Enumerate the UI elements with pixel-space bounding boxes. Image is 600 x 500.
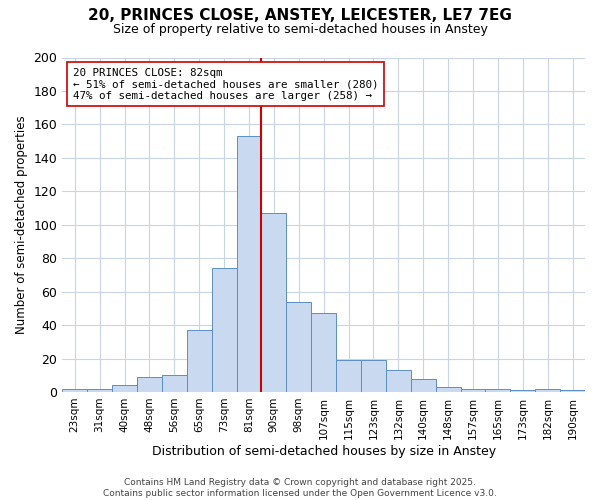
Bar [112, 386, 137, 392]
Bar [286, 302, 311, 392]
Bar [560, 390, 585, 392]
Bar [87, 388, 112, 392]
Bar [336, 360, 361, 392]
Bar [411, 378, 436, 392]
Bar [535, 388, 560, 392]
Bar [511, 390, 535, 392]
Bar [62, 388, 87, 392]
Bar [485, 388, 511, 392]
Text: 20 PRINCES CLOSE: 82sqm
← 51% of semi-detached houses are smaller (280)
47% of s: 20 PRINCES CLOSE: 82sqm ← 51% of semi-de… [73, 68, 378, 100]
Text: Size of property relative to semi-detached houses in Anstey: Size of property relative to semi-detach… [113, 22, 487, 36]
Text: Contains HM Land Registry data © Crown copyright and database right 2025.
Contai: Contains HM Land Registry data © Crown c… [103, 478, 497, 498]
Bar [361, 360, 386, 392]
Bar [162, 375, 187, 392]
X-axis label: Distribution of semi-detached houses by size in Anstey: Distribution of semi-detached houses by … [152, 444, 496, 458]
Bar [311, 314, 336, 392]
Text: 20, PRINCES CLOSE, ANSTEY, LEICESTER, LE7 7EG: 20, PRINCES CLOSE, ANSTEY, LEICESTER, LE… [88, 8, 512, 22]
Bar [262, 213, 286, 392]
Bar [461, 388, 485, 392]
Bar [187, 330, 212, 392]
Bar [386, 370, 411, 392]
Bar [137, 377, 162, 392]
Bar [212, 268, 236, 392]
Bar [236, 136, 262, 392]
Y-axis label: Number of semi-detached properties: Number of semi-detached properties [15, 116, 28, 334]
Bar [436, 387, 461, 392]
